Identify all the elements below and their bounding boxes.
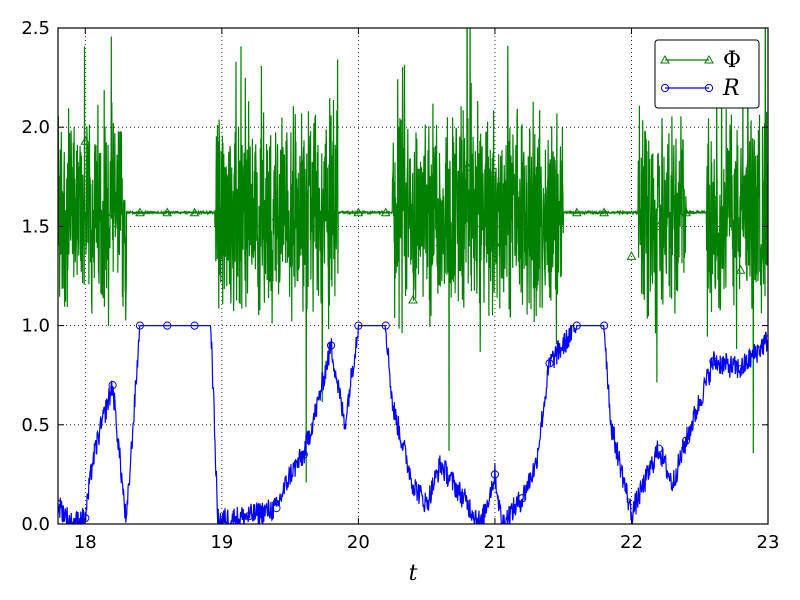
series-r-marker bbox=[736, 365, 745, 374]
series-layer bbox=[58, 28, 768, 524]
y-tick-label: 1.5 bbox=[21, 216, 50, 237]
y-tick-label: 2.5 bbox=[21, 18, 50, 39]
y-tick-label: 1.0 bbox=[21, 316, 50, 337]
series-r-marker bbox=[654, 444, 663, 453]
series-phi-marker bbox=[571, 207, 582, 217]
series-r-marker bbox=[545, 359, 554, 368]
series-r-marker bbox=[381, 321, 390, 330]
series-phi-marker bbox=[162, 207, 173, 217]
series-r-marker bbox=[190, 321, 199, 330]
series-phi-marker bbox=[517, 221, 528, 231]
series-r-marker bbox=[163, 321, 172, 330]
series-r-marker bbox=[763, 335, 768, 344]
y-axis-ticks: 0.0 0.5 1.0 1.5 2.0 2.5 bbox=[21, 18, 768, 535]
series-phi-marker bbox=[653, 221, 664, 231]
x-tick-label: 18 bbox=[74, 532, 97, 553]
y-tick-label: 2.0 bbox=[21, 117, 50, 138]
series-phi-marker bbox=[544, 211, 555, 221]
series-r-marker bbox=[518, 494, 527, 503]
series-phi-marker bbox=[107, 207, 118, 217]
y-tick-label: 0.5 bbox=[21, 415, 50, 436]
plot-area bbox=[57, 27, 769, 525]
series-phi-marker bbox=[80, 136, 91, 145]
series-phi-marker bbox=[708, 207, 719, 217]
legend-marker bbox=[660, 83, 670, 93]
series-phi-marker bbox=[435, 237, 446, 246]
legend-box bbox=[654, 39, 760, 109]
series-phi-marker bbox=[326, 205, 336, 215]
x-tick-label: 19 bbox=[210, 532, 233, 553]
series-r-marker bbox=[245, 511, 254, 521]
series-phi-marker bbox=[244, 221, 255, 231]
x-tick-label: 20 bbox=[347, 532, 370, 553]
x-tick-label: 21 bbox=[483, 532, 506, 553]
series-phi-marker bbox=[380, 207, 391, 217]
x-axis-label: t bbox=[409, 561, 418, 586]
series-phi-marker bbox=[216, 211, 227, 221]
x-axis-ticks: 18 19 20 21 22 23 bbox=[74, 28, 780, 553]
series-phi-marker bbox=[490, 237, 500, 246]
series-r-marker bbox=[354, 321, 363, 330]
legend-marker bbox=[704, 83, 714, 93]
legend-label: R bbox=[722, 76, 740, 101]
series-r-marker bbox=[326, 341, 336, 350]
series-phi-marker bbox=[681, 207, 691, 217]
series-r-marker bbox=[709, 357, 718, 366]
series-r-marker bbox=[135, 321, 145, 330]
series-phi-marker bbox=[353, 207, 364, 217]
series-phi-marker bbox=[626, 251, 637, 260]
series-phi-marker bbox=[462, 161, 473, 171]
series-phi-marker bbox=[135, 207, 145, 217]
series-r-marker bbox=[299, 450, 308, 459]
series-phi-marker bbox=[599, 207, 610, 217]
series-phi-marker bbox=[298, 205, 309, 215]
series-phi-marker bbox=[58, 205, 63, 215]
legend: ΦR bbox=[654, 39, 760, 109]
y-tick-label: 0.0 bbox=[21, 514, 50, 535]
grid bbox=[58, 28, 768, 524]
legend-label: Φ bbox=[723, 48, 741, 73]
series-phi-marker bbox=[189, 207, 200, 217]
legend-marker bbox=[660, 54, 670, 64]
series-r-marker bbox=[681, 436, 691, 445]
plot-frame bbox=[57, 27, 769, 525]
series-r-marker bbox=[572, 321, 581, 330]
x-tick-label: 22 bbox=[620, 532, 643, 553]
series-r-marker bbox=[108, 381, 117, 390]
series-phi-marker bbox=[735, 265, 746, 274]
series-phi-marker bbox=[408, 294, 418, 304]
series-r-marker bbox=[600, 321, 609, 330]
series-phi-marker bbox=[763, 207, 768, 217]
legend-marker bbox=[704, 54, 714, 64]
series-phi-marker bbox=[271, 211, 282, 221]
series-r-line bbox=[58, 325, 768, 524]
x-tick-label: 23 bbox=[757, 532, 780, 553]
series-phi-line bbox=[58, 28, 768, 483]
series-r-marker bbox=[272, 504, 281, 513]
series-r-marker bbox=[490, 470, 500, 479]
